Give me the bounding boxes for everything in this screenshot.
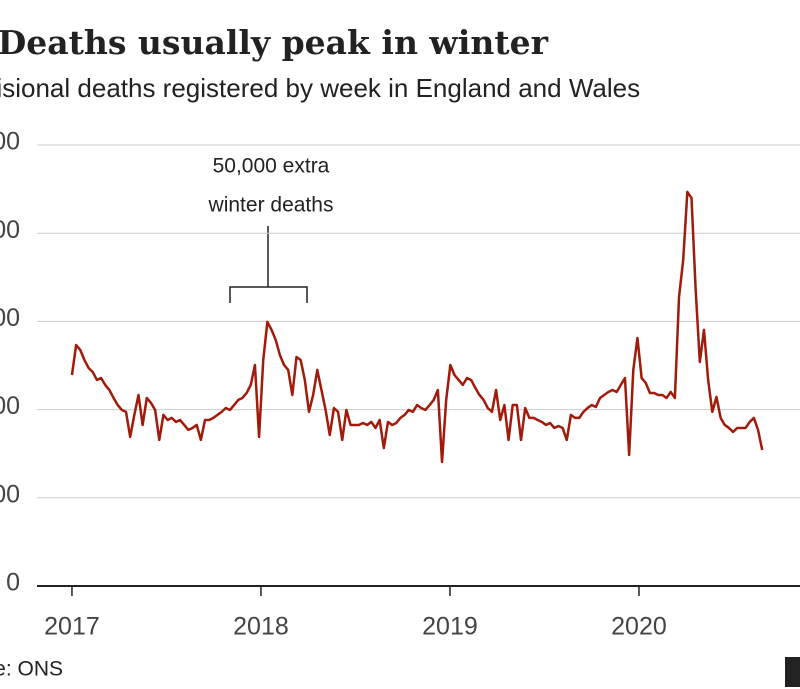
y-tick-label: 10,000: [0, 392, 20, 420]
y-tick-label: 5,000: [0, 480, 20, 508]
annotation: 50,000 extra: [213, 155, 330, 178]
logo-box: [785, 657, 800, 687]
y-tick-label: 25,000: [0, 128, 20, 156]
x-tick-label: 2017: [44, 613, 100, 641]
x-tick-label: 2018: [233, 613, 289, 641]
y-tick-label: 20,000: [0, 216, 20, 244]
chart-title: Deaths usually peak in winter: [0, 23, 549, 62]
source: Source: ONS: [0, 658, 63, 681]
logo: BBC: [785, 657, 800, 687]
chart-subtitle: Provisional deaths registered by week in…: [0, 73, 640, 103]
x-tick-label: 2019: [422, 613, 478, 641]
annotation: winter deaths: [208, 194, 334, 217]
y-tick-label: 0: [6, 569, 20, 597]
x-tick-label: 2020: [611, 613, 667, 641]
logo-text: BBC: [792, 659, 800, 684]
annotation-bracket: [229, 226, 308, 303]
y-tick-label: 15,000: [0, 304, 20, 332]
data-line: [70, 190, 764, 464]
